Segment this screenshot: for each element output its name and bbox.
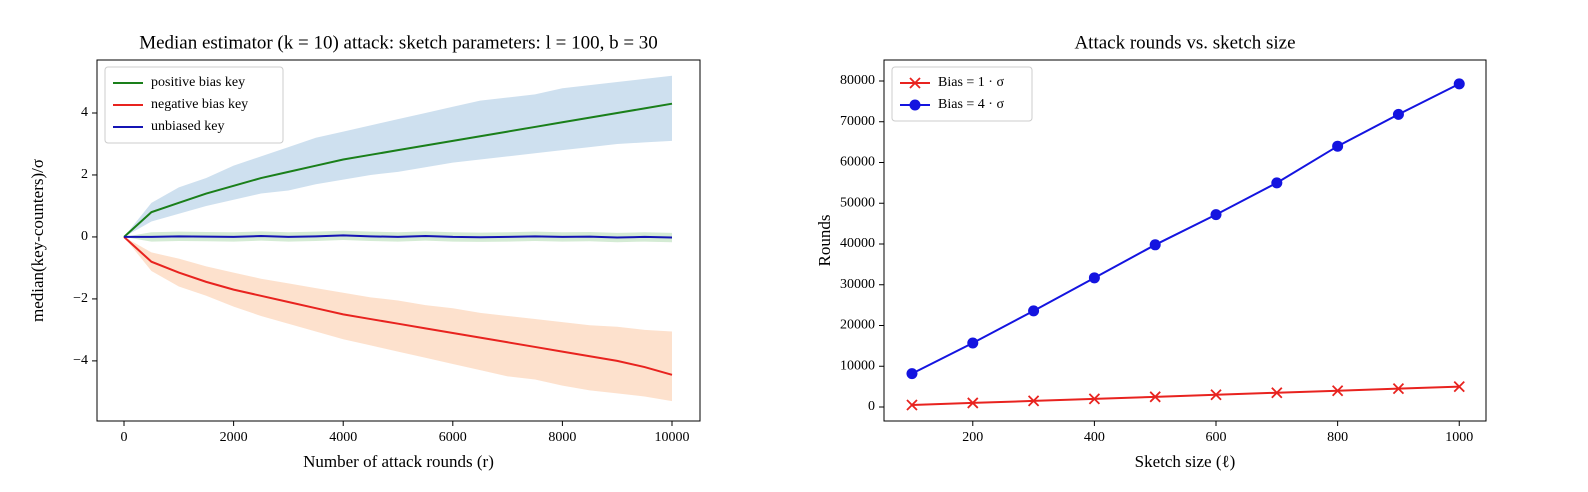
chart-title: Attack rounds vs. sketch size [1074,32,1295,53]
marker [906,399,918,411]
y-tick-label: 0 [81,229,88,244]
band [124,75,672,237]
marker [1210,389,1222,401]
x-axis-label: Sketch size (ℓ) [1135,452,1236,471]
x-tick-label: 200 [962,430,983,445]
marker [1210,209,1222,221]
y-tick-label: 4 [81,105,88,120]
series-line [911,82,1460,375]
legend-marker [909,77,921,89]
legend-label: Bias = 4 · σ [938,97,1004,112]
x-tick-label: 800 [1327,430,1348,445]
legend-label: unbiased key [151,119,224,134]
x-tick-label: 400 [1084,430,1105,445]
plot-frame [883,59,1487,422]
x-tick-label: 8000 [548,430,576,445]
y-tick-label: 40000 [840,236,875,251]
y-tick-label: 60000 [840,155,875,170]
series-line [123,102,673,238]
series-line [123,236,673,376]
x-tick-label: 1000 [1445,430,1473,445]
legend-marker [909,99,921,111]
x-axis-label: Number of attack rounds (r) [303,452,494,471]
marker [967,337,979,349]
marker [906,368,918,380]
x-tick-label: 10000 [654,430,689,445]
marker [1271,387,1283,399]
legend-label: positive bias key [151,75,245,90]
marker [1392,108,1404,120]
legend-box [891,66,1033,122]
x-tick-label: 4000 [329,430,357,445]
y-tick-label: 2 [81,167,88,182]
x-tick-label: 6000 [439,430,467,445]
marker [1028,305,1040,317]
x-tick-label: 2000 [220,430,248,445]
y-tick-label: 30000 [840,277,875,292]
marker [1331,385,1344,397]
marker [1453,380,1465,393]
marker [1271,177,1283,189]
marker [1453,78,1465,90]
y-tick-label: 70000 [840,114,875,129]
y-tick-label: 10000 [840,358,875,373]
marker [1027,395,1040,407]
marker [1149,391,1161,403]
y-tick-label: −2 [73,291,88,306]
chart-title: Median estimator (k = 10) attack: sketch… [139,32,658,53]
legend-label: Bias = 1 · σ [938,75,1004,90]
legend-box [104,66,284,144]
legend-label: negative bias key [151,97,248,112]
marker [1088,393,1101,405]
y-tick-label: −4 [73,353,88,368]
band [124,236,672,402]
x-tick-label: 600 [1206,430,1227,445]
series-line [911,385,1460,406]
marker [1392,383,1405,395]
y-tick-label: 0 [868,399,875,414]
y-tick-label: 80000 [840,73,875,88]
marker [1332,140,1344,152]
y-axis-label: Rounds [815,215,834,267]
marker [1088,272,1100,284]
marker [1149,239,1161,251]
y-tick-label: 20000 [840,318,875,333]
plot-frame [96,59,701,422]
y-axis-label: median(key-counters)/σ [28,159,47,322]
series-line [124,234,673,239]
marker [967,397,979,409]
y-tick-label: 50000 [840,195,875,210]
x-tick-label: 0 [121,430,128,445]
